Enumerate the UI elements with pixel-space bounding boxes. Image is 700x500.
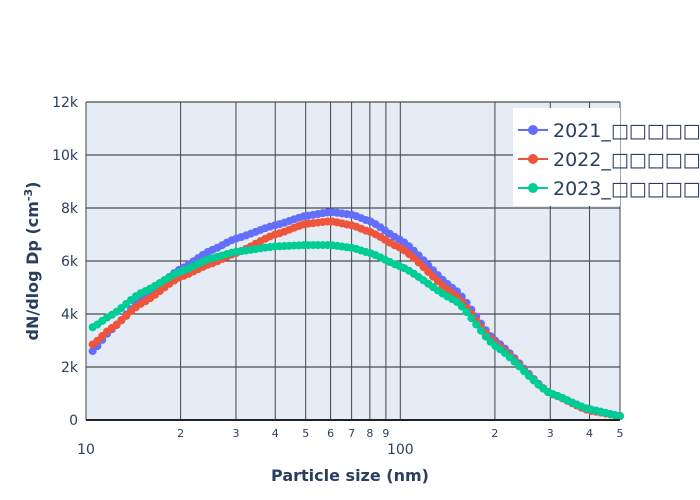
x-minor-tick-label: 2 xyxy=(177,427,184,440)
y-tick-label: 10k xyxy=(52,148,79,164)
x-minor-tick-label: 5 xyxy=(617,427,624,440)
x-minor-tick-label: 4 xyxy=(586,427,593,440)
data-point xyxy=(472,320,481,329)
x-minor-tick-label: 7 xyxy=(348,427,355,440)
x-minor-tick-label: 5 xyxy=(302,427,309,440)
legend: 2021_□□□□□ 2022_□□□□□ 2023_□□□□□ xyxy=(513,108,700,206)
data-point xyxy=(457,302,466,311)
x-minor-tick-label: 2 xyxy=(491,427,498,440)
data-point xyxy=(481,332,490,341)
y-axis-title: dN/dlog Dp (cm-3) xyxy=(22,182,42,341)
data-point xyxy=(467,314,476,323)
x-minor-tick-label: 4 xyxy=(272,427,279,440)
legend-label: 2023_□□□□□ xyxy=(553,178,700,200)
y-tick-label: 8k xyxy=(61,201,79,217)
y-tick-label: 6k xyxy=(61,254,79,270)
y-tick-label: 4k xyxy=(61,307,79,323)
legend-label: 2021_□□□□□ xyxy=(553,120,700,142)
x-minor-tick-label: 3 xyxy=(547,427,554,440)
x-major-tick-label: 10 xyxy=(77,442,95,458)
data-point xyxy=(616,412,624,421)
legend-marker-icon xyxy=(528,183,538,193)
x-minor-tick-label: 9 xyxy=(382,427,389,440)
data-point xyxy=(476,326,485,335)
series-3 xyxy=(88,241,624,421)
legend-marker-icon xyxy=(528,154,538,164)
x-minor-tick-label: 8 xyxy=(366,427,373,440)
legend-marker-icon xyxy=(528,125,538,135)
legend-item-1[interactable]: 2021_□□□□□ xyxy=(518,120,700,142)
x-minor-tick-label: 6 xyxy=(327,427,334,440)
x-axis-title: Particle size (nm) xyxy=(271,466,429,485)
data-point xyxy=(462,308,471,317)
y-tick-label: 2k xyxy=(61,360,79,376)
x-major-tick-label: 100 xyxy=(387,442,414,458)
y-tick-label: 0 xyxy=(69,413,78,429)
y-tick-label: 12k xyxy=(52,95,79,111)
legend-item-3[interactable]: 2023_□□□□□ xyxy=(518,178,700,200)
data-point xyxy=(88,347,97,356)
x-minor-tick-label: 3 xyxy=(232,427,239,440)
legend-item-2[interactable]: 2022_□□□□□ xyxy=(518,149,700,171)
legend-label: 2022_□□□□□ xyxy=(553,149,700,171)
